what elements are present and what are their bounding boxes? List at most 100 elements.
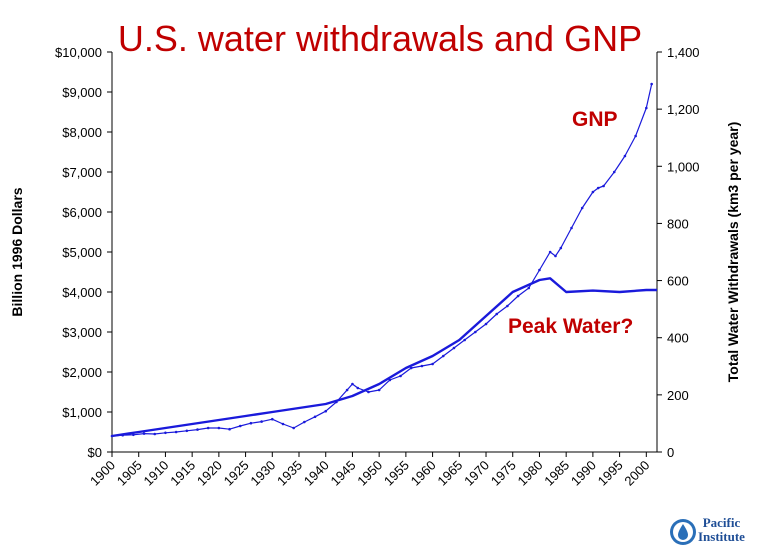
left-tick-label: $9,000 bbox=[62, 85, 102, 100]
gnp-point bbox=[650, 82, 653, 86]
gnp-point bbox=[217, 426, 221, 430]
gnp-point bbox=[260, 420, 263, 423]
gnp-point bbox=[367, 390, 370, 394]
x-tick-label: 1940 bbox=[301, 458, 332, 489]
series-layer bbox=[110, 82, 657, 438]
gnp-point bbox=[527, 286, 531, 290]
gnp-point bbox=[484, 322, 488, 326]
gnp-point bbox=[303, 420, 306, 424]
gnp-point bbox=[292, 426, 295, 430]
x-tick-label: 1945 bbox=[328, 458, 359, 489]
logo-line-1: Pacific bbox=[702, 515, 741, 530]
right-tick-label: 1,000 bbox=[667, 159, 700, 174]
gnp-point bbox=[238, 424, 242, 428]
left-tick-label: $6,000 bbox=[62, 205, 102, 220]
gnp-point bbox=[463, 338, 466, 342]
x-tick-label: 1990 bbox=[568, 458, 599, 489]
gnp-point bbox=[634, 134, 637, 138]
left-tick-label: $3,000 bbox=[62, 325, 102, 340]
gnp-point bbox=[623, 154, 627, 158]
left-tick-label: $0 bbox=[88, 445, 102, 460]
gnp-point bbox=[409, 366, 413, 370]
right-tick-label: 1,400 bbox=[667, 45, 700, 60]
right-tick-label: 0 bbox=[667, 445, 674, 460]
left-tick-label: $10,000 bbox=[55, 45, 102, 60]
right-tick-label: 600 bbox=[667, 274, 689, 289]
gnp-point bbox=[153, 432, 157, 436]
gnp-point bbox=[196, 428, 199, 431]
left-tick-label: $4,000 bbox=[62, 285, 102, 300]
gnp-point bbox=[548, 250, 552, 254]
axes bbox=[107, 51, 662, 457]
gnp-point bbox=[351, 382, 354, 386]
gnp-annotation: GNP bbox=[572, 108, 618, 131]
x-tick-label: 1930 bbox=[247, 458, 278, 489]
water-drop-icon bbox=[670, 519, 696, 545]
x-tick-label: 1965 bbox=[434, 458, 465, 489]
gnp-point bbox=[559, 246, 563, 250]
x-tick-label: 1920 bbox=[194, 458, 225, 489]
gnp-point bbox=[249, 421, 253, 425]
peak-water-annotation: Peak Water? bbox=[508, 315, 633, 338]
x-tick-label: 1975 bbox=[488, 458, 519, 489]
x-tick-label: 1910 bbox=[140, 458, 171, 489]
x-tick-label: 1970 bbox=[461, 458, 492, 489]
gnp-point bbox=[345, 388, 349, 392]
left-tick-label: $1,000 bbox=[62, 405, 102, 420]
gnp-point bbox=[570, 226, 573, 230]
right-tick-label: 400 bbox=[667, 331, 689, 346]
x-tick-label: 1955 bbox=[381, 458, 412, 489]
x-tick-label: 2000 bbox=[621, 458, 652, 489]
left-tick-label: $5,000 bbox=[62, 245, 102, 260]
gnp-point bbox=[554, 254, 557, 258]
gnp-point bbox=[591, 190, 595, 194]
gnp-point bbox=[506, 304, 509, 308]
gnp-point bbox=[324, 409, 328, 413]
left-tick-label: $2,000 bbox=[62, 365, 102, 380]
gnp-point bbox=[612, 170, 616, 174]
gnp-point bbox=[356, 386, 360, 390]
gnp-point bbox=[431, 362, 434, 366]
gnp-point bbox=[420, 364, 424, 368]
x-tick-label: 1915 bbox=[167, 458, 198, 489]
gnp-point bbox=[645, 106, 648, 110]
gnp-point bbox=[228, 427, 231, 431]
gnp-point bbox=[164, 431, 167, 435]
x-tick-label: 1960 bbox=[408, 458, 439, 489]
logo-text: Pacific Institute bbox=[698, 516, 745, 544]
gnp-point bbox=[132, 433, 135, 437]
right-axis-label: Total Water Withdrawals (km3 per year) bbox=[725, 122, 741, 383]
x-tick-label: 1985 bbox=[541, 458, 572, 489]
water-withdrawals-line bbox=[111, 277, 657, 438]
gnp-point bbox=[495, 312, 499, 316]
x-tick-label: 1900 bbox=[87, 458, 118, 489]
gnp-point bbox=[270, 417, 274, 421]
gnp-point bbox=[516, 294, 520, 298]
gnp-point bbox=[399, 374, 402, 378]
x-tick-label: 1950 bbox=[354, 458, 385, 489]
gnp-point bbox=[596, 186, 600, 190]
gnp-point bbox=[142, 432, 146, 435]
gnp-point bbox=[538, 268, 541, 272]
gnp-point bbox=[441, 354, 445, 358]
gnp-point bbox=[206, 426, 210, 430]
gnp-point bbox=[580, 206, 584, 210]
gnp-point bbox=[185, 429, 189, 433]
gnp-point bbox=[313, 415, 317, 419]
x-tick-label: 1995 bbox=[595, 458, 626, 489]
right-tick-label: 1,200 bbox=[667, 102, 700, 117]
pacific-institute-logo bbox=[668, 515, 760, 549]
gnp-point bbox=[452, 346, 456, 350]
gnp-point bbox=[602, 184, 605, 188]
gnp-point bbox=[474, 330, 477, 334]
x-tick-label: 1935 bbox=[274, 458, 305, 489]
right-tick-label: 800 bbox=[667, 216, 689, 231]
right-tick-label: 200 bbox=[667, 388, 689, 403]
gnp-point bbox=[377, 388, 381, 392]
x-tick-label: 1980 bbox=[515, 458, 546, 489]
left-axis-label: Billion 1996 Dollars bbox=[9, 187, 25, 316]
gnp-point bbox=[174, 430, 178, 434]
left-tick-label: $7,000 bbox=[62, 165, 102, 180]
logo-line-2: Institute bbox=[698, 529, 745, 544]
